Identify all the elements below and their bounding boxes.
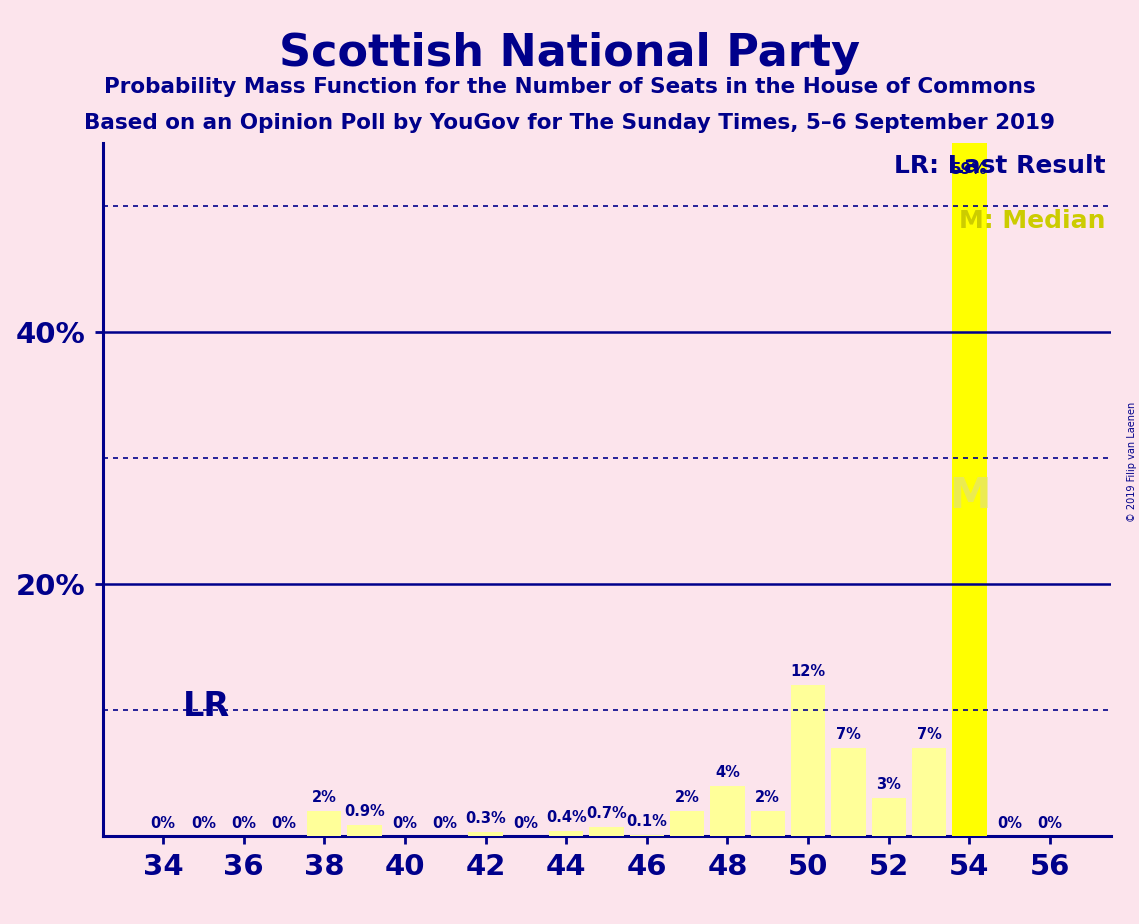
Text: M: Median: M: Median	[959, 209, 1106, 233]
Bar	[952, 92, 986, 836]
Text: 4%: 4%	[715, 764, 740, 780]
Text: 0%: 0%	[433, 816, 458, 832]
Bar	[589, 827, 624, 836]
Text: 0%: 0%	[191, 816, 215, 832]
Bar	[871, 798, 906, 836]
Text: 2%: 2%	[674, 790, 699, 805]
Text: LR: Last Result: LR: Last Result	[894, 153, 1106, 177]
Text: Scottish National Party: Scottish National Party	[279, 32, 860, 76]
Text: 0%: 0%	[150, 816, 175, 832]
Text: M: M	[949, 475, 990, 517]
Text: 0%: 0%	[393, 816, 417, 832]
Text: © 2019 Filip van Laenen: © 2019 Filip van Laenen	[1126, 402, 1137, 522]
Text: 0%: 0%	[231, 816, 256, 832]
Bar	[549, 832, 583, 836]
Text: 0.1%: 0.1%	[626, 814, 667, 829]
Text: 0%: 0%	[514, 816, 539, 832]
Text: 59%: 59%	[951, 162, 988, 177]
Text: Based on an Opinion Poll by YouGov for The Sunday Times, 5–6 September 2019: Based on an Opinion Poll by YouGov for T…	[84, 113, 1055, 133]
Text: 0.7%: 0.7%	[587, 806, 626, 821]
Text: LR: LR	[183, 690, 230, 723]
Bar	[308, 811, 342, 836]
Text: 12%: 12%	[790, 663, 826, 679]
Text: 0.3%: 0.3%	[465, 811, 506, 826]
Text: 2%: 2%	[755, 790, 780, 805]
Text: 3%: 3%	[876, 777, 901, 792]
Bar	[347, 825, 382, 836]
Bar	[630, 835, 664, 836]
Text: 0%: 0%	[998, 816, 1022, 832]
Text: Probability Mass Function for the Number of Seats in the House of Commons: Probability Mass Function for the Number…	[104, 77, 1035, 97]
Text: 2%: 2%	[312, 790, 337, 805]
Bar	[790, 685, 826, 836]
Bar	[670, 811, 704, 836]
Text: 0%: 0%	[1038, 816, 1063, 832]
Bar	[751, 811, 785, 836]
Text: 0.9%: 0.9%	[344, 804, 385, 819]
Bar	[831, 748, 866, 836]
Bar	[711, 785, 745, 836]
Text: 7%: 7%	[836, 726, 861, 742]
Bar	[912, 748, 947, 836]
Text: 0%: 0%	[271, 816, 296, 832]
Text: 7%: 7%	[917, 726, 942, 742]
Text: 0.4%: 0.4%	[546, 809, 587, 825]
Bar	[468, 833, 502, 836]
